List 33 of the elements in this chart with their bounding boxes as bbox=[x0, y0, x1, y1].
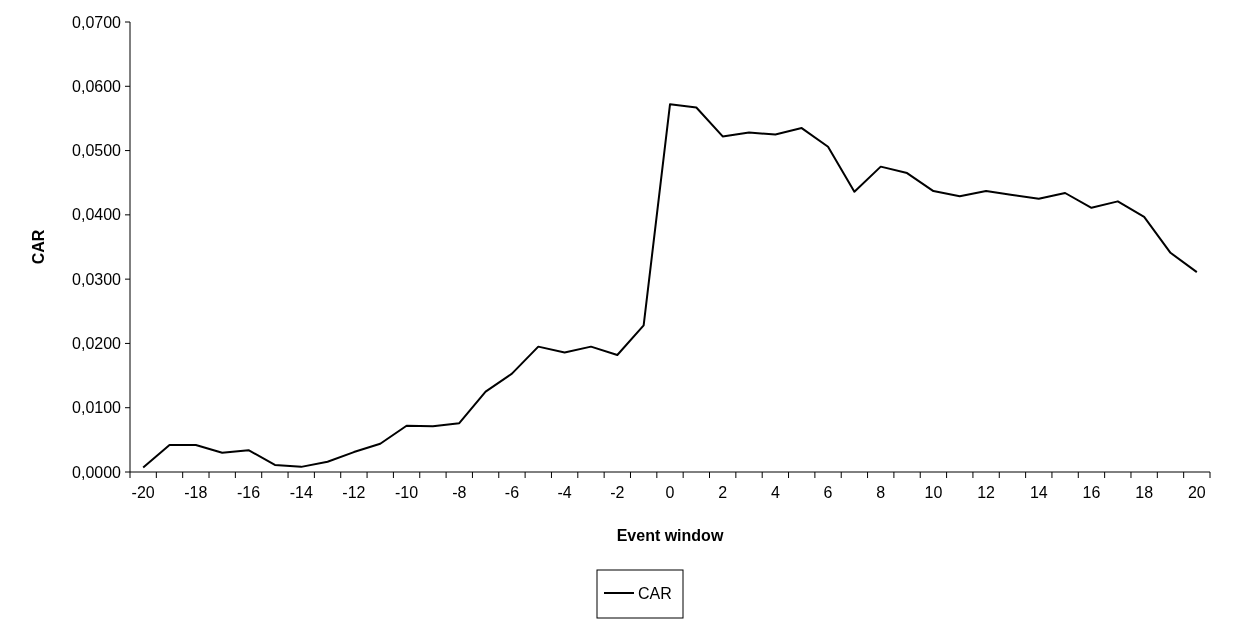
x-tick-label: 8 bbox=[876, 484, 886, 501]
y-tick-label: 0,0300 bbox=[72, 270, 122, 288]
y-axis-title: CAR bbox=[30, 229, 47, 265]
x-tick-label: -12 bbox=[342, 484, 366, 501]
x-tick-label: 18 bbox=[1135, 484, 1154, 501]
x-tick-label: 6 bbox=[823, 484, 833, 501]
legend-label: CAR bbox=[638, 584, 672, 602]
x-axis-title: Event window bbox=[616, 527, 724, 544]
x-tick-label: -4 bbox=[557, 484, 572, 501]
y-tick-label: 0,0100 bbox=[72, 399, 122, 417]
x-tick-label: -6 bbox=[504, 484, 520, 501]
x-tick-label: -14 bbox=[289, 484, 313, 501]
x-tick-label: -2 bbox=[610, 484, 625, 501]
x-tick-label: 10 bbox=[924, 484, 943, 501]
y-tick-label: 0,0700 bbox=[72, 13, 122, 31]
x-tick-label: 12 bbox=[977, 484, 996, 501]
y-tick-label: 0,0400 bbox=[72, 206, 122, 224]
y-tick-label: 0,0500 bbox=[72, 142, 122, 160]
x-tick-label: -20 bbox=[131, 484, 155, 501]
x-tick-label: 16 bbox=[1082, 484, 1101, 501]
x-tick-label: -8 bbox=[452, 484, 467, 501]
x-tick-label: 0 bbox=[665, 484, 675, 501]
x-tick-label: 4 bbox=[770, 484, 780, 501]
y-tick-label: 0,0000 bbox=[72, 463, 122, 481]
x-tick-label: 14 bbox=[1029, 484, 1048, 501]
x-tick-label: 20 bbox=[1187, 484, 1206, 501]
x-tick-label: -18 bbox=[184, 484, 208, 501]
line-series bbox=[142, 103, 1198, 469]
x-tick-label: -10 bbox=[395, 484, 419, 501]
y-tick-label: 0,0200 bbox=[72, 335, 122, 353]
y-tick-label: 0,0600 bbox=[72, 77, 122, 95]
x-tick-label: -16 bbox=[236, 484, 261, 501]
x-tick-label: 2 bbox=[718, 484, 728, 501]
